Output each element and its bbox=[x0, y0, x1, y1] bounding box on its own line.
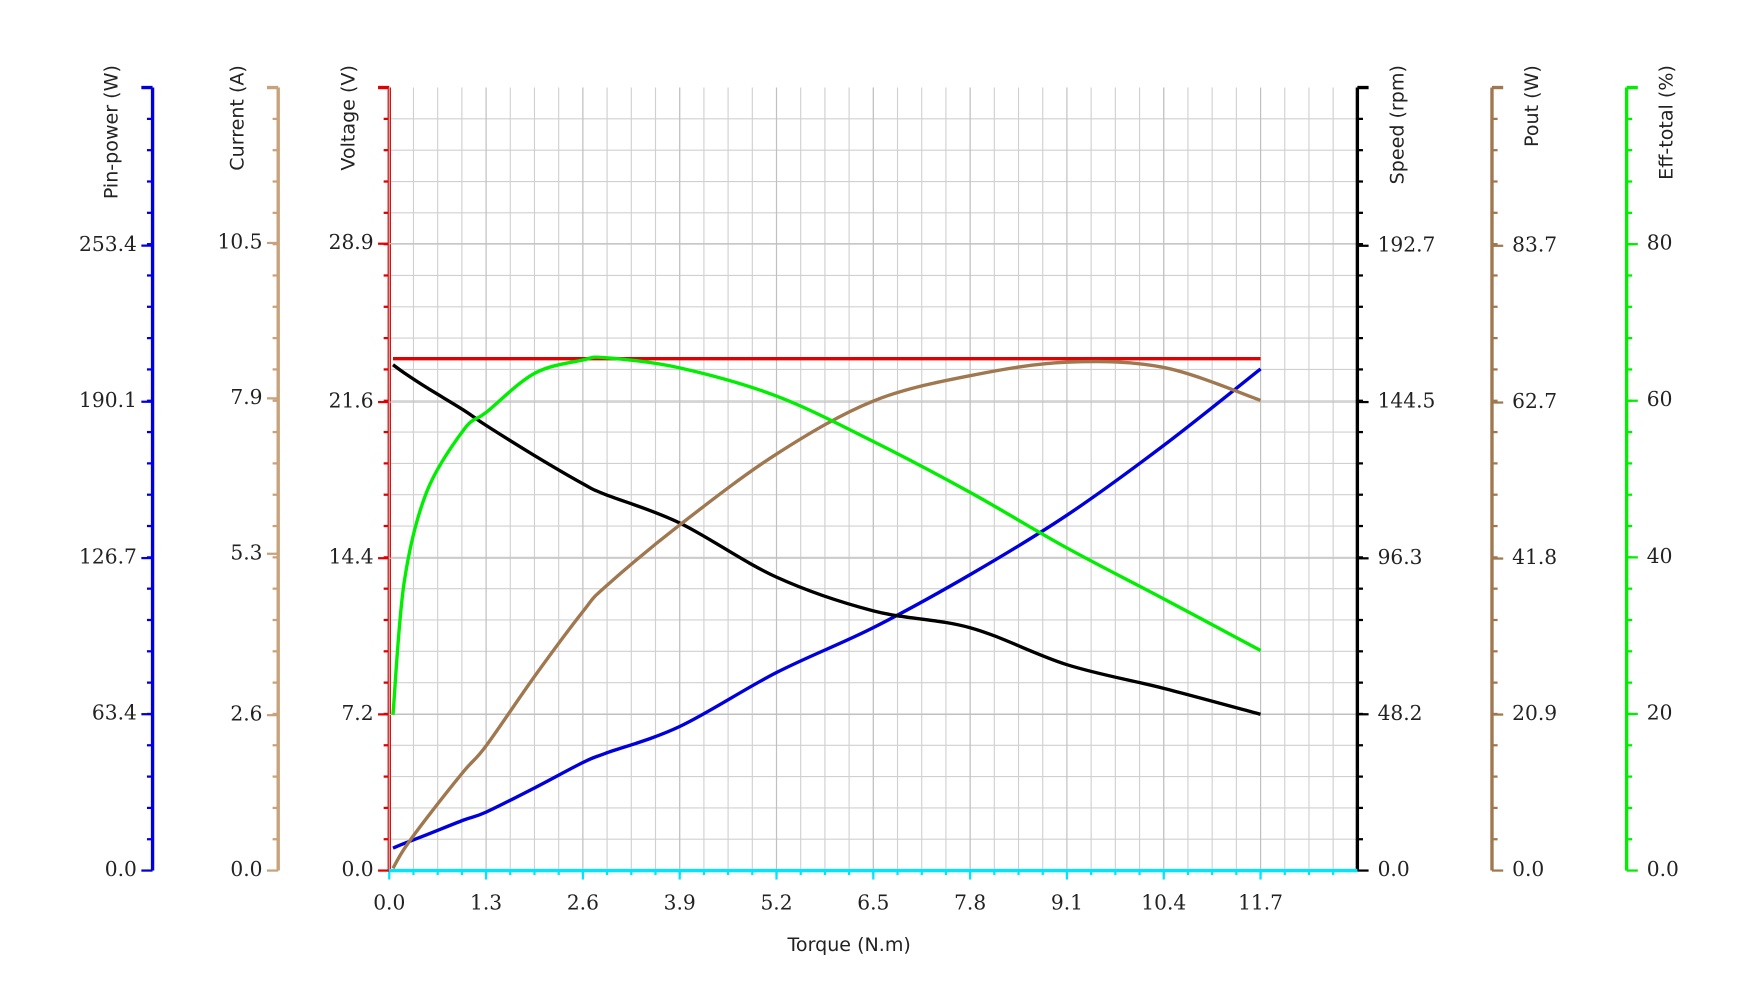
y-tick-label: 0.0 bbox=[1647, 857, 1679, 881]
y-tick-label: 20 bbox=[1647, 700, 1673, 724]
y-tick-label: 10.5 bbox=[218, 229, 263, 253]
y-tick-label: 41.8 bbox=[1512, 545, 1557, 569]
x-tick-label: 11.7 bbox=[1238, 891, 1283, 915]
y-tick-label: 48.2 bbox=[1378, 701, 1423, 725]
y-axis-title: Pin-power (W) bbox=[101, 65, 123, 199]
y-tick-label: 0.0 bbox=[1512, 857, 1544, 881]
curve bbox=[391, 359, 1262, 870]
x-tick-label: 2.6 bbox=[567, 891, 599, 915]
y-tick-label: 7.9 bbox=[230, 385, 262, 409]
x-axis-title: Torque (N.m) bbox=[787, 934, 911, 956]
y-tick-label: 192.7 bbox=[1378, 232, 1436, 256]
y-tick-label: 14.4 bbox=[329, 545, 374, 569]
y-tick-label: 21.6 bbox=[329, 389, 374, 413]
y-axis-title: Current (A) bbox=[226, 65, 248, 171]
y-tick-label: 96.3 bbox=[1378, 545, 1423, 569]
y-tick-label: 40 bbox=[1647, 544, 1673, 568]
curve bbox=[392, 367, 1262, 850]
y-tick-label: 0.0 bbox=[1378, 857, 1410, 881]
y-tick-label: 20.9 bbox=[1512, 701, 1557, 725]
curve bbox=[391, 355, 1262, 715]
y-tick-label: 62.7 bbox=[1512, 389, 1557, 413]
x-tick-label: 0.0 bbox=[373, 891, 405, 915]
x-tick-label: 7.8 bbox=[954, 891, 986, 915]
y-tick-label: 83.7 bbox=[1512, 232, 1557, 256]
y-tick-label: 2.6 bbox=[230, 702, 262, 726]
y-axis-title: Voltage (V) bbox=[337, 65, 359, 170]
y-tick-label: 0.0 bbox=[341, 857, 373, 881]
y-tick-label: 5.3 bbox=[230, 540, 262, 564]
y-axis-title: Pout (W) bbox=[1521, 65, 1543, 147]
x-tick-label: 10.4 bbox=[1141, 891, 1186, 915]
y-tick-label: 28.9 bbox=[329, 230, 374, 254]
x-tick-label: 5.2 bbox=[760, 891, 792, 915]
y-tick-label: 80 bbox=[1647, 231, 1673, 255]
y-tick-label: 253.4 bbox=[79, 232, 137, 256]
y-tick-label: 126.7 bbox=[79, 545, 137, 569]
y-axis-title: Speed (rpm) bbox=[1386, 65, 1408, 184]
y-tick-label: 0.0 bbox=[105, 857, 137, 881]
y-tick-label: 63.4 bbox=[92, 701, 137, 725]
x-tick-label: 1.3 bbox=[470, 891, 502, 915]
x-tick-label: 9.1 bbox=[1051, 891, 1083, 915]
y-tick-label: 144.5 bbox=[1378, 389, 1436, 413]
curve bbox=[391, 363, 1261, 716]
y-axis-title: Eff-total (%) bbox=[1655, 65, 1677, 180]
y-tick-label: 0.0 bbox=[230, 857, 262, 881]
x-tick-label: 6.5 bbox=[857, 891, 889, 915]
y-tick-label: 60 bbox=[1647, 387, 1673, 411]
x-tick-label: 3.9 bbox=[664, 891, 696, 915]
y-tick-label: 7.2 bbox=[341, 701, 373, 725]
y-tick-label: 190.1 bbox=[79, 388, 137, 412]
